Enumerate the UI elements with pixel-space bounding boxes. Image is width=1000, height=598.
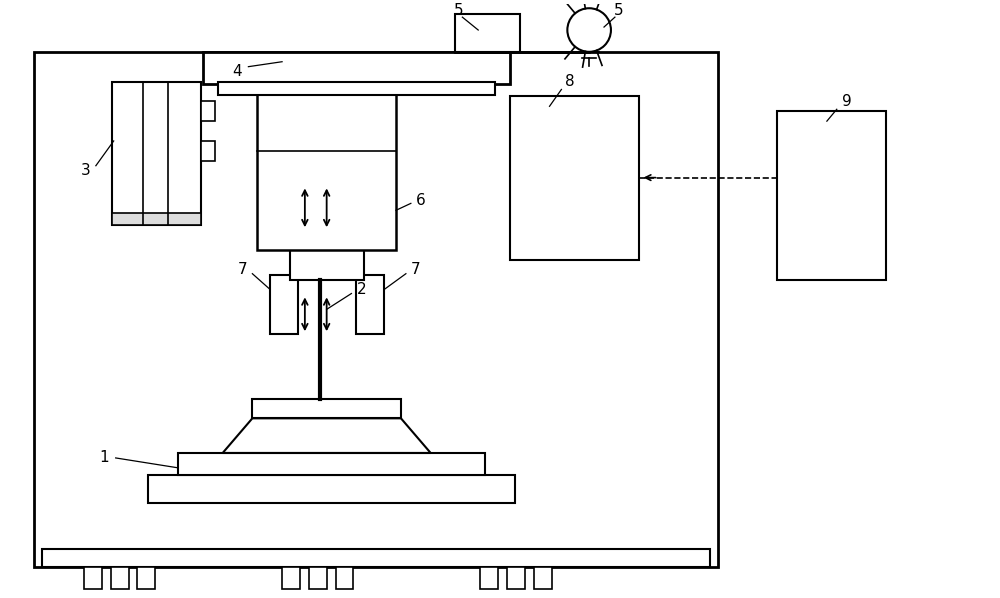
Bar	[218, 81, 495, 96]
Bar	[178, 453, 485, 475]
Text: 5: 5	[614, 3, 624, 18]
Text: 4: 4	[233, 64, 242, 79]
Bar	[309, 567, 327, 588]
Bar	[510, 96, 639, 260]
Bar	[203, 52, 510, 84]
Bar	[84, 567, 102, 588]
Bar	[112, 213, 201, 225]
Bar	[112, 81, 201, 225]
Bar	[282, 567, 300, 588]
Bar	[507, 567, 525, 588]
Text: 8: 8	[565, 74, 574, 89]
Bar	[34, 52, 718, 567]
Text: 2: 2	[357, 282, 366, 297]
Bar	[257, 81, 396, 250]
Bar	[336, 567, 353, 588]
Text: 7: 7	[238, 263, 247, 277]
Bar	[201, 141, 215, 161]
Bar	[777, 111, 886, 280]
Text: 6: 6	[416, 193, 426, 208]
Text: 1: 1	[99, 450, 109, 465]
Bar	[137, 567, 155, 588]
Bar	[480, 567, 498, 588]
Bar	[270, 274, 298, 334]
Bar	[534, 567, 552, 588]
Text: 5: 5	[454, 3, 463, 18]
Bar	[201, 101, 215, 121]
Bar	[111, 567, 129, 588]
Bar	[42, 549, 710, 567]
Text: 3: 3	[81, 163, 91, 178]
Bar	[252, 398, 401, 419]
Bar	[356, 274, 384, 334]
Text: 7: 7	[411, 263, 421, 277]
Text: 9: 9	[842, 94, 852, 109]
Bar	[148, 475, 515, 502]
Bar	[290, 151, 364, 280]
Bar	[455, 14, 520, 52]
